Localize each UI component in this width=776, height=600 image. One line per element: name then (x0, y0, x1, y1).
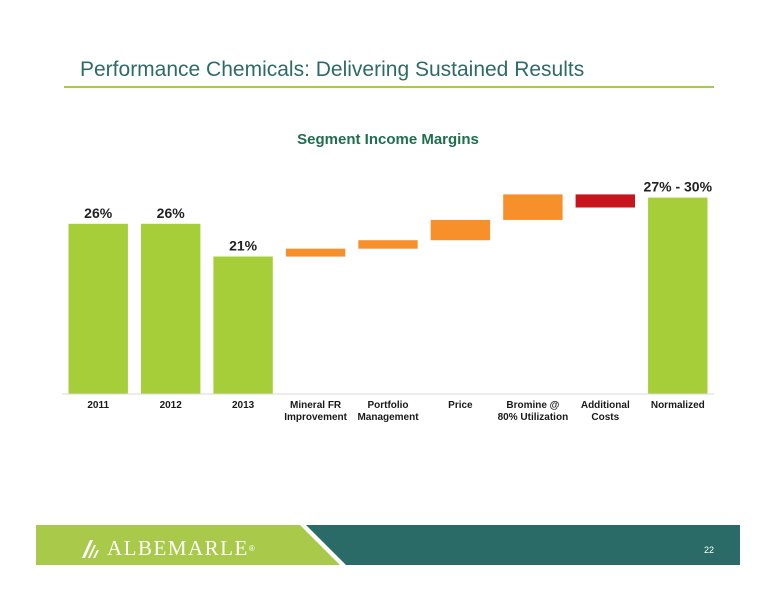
data-label-0: 26% (84, 205, 113, 221)
title-divider (64, 86, 714, 88)
data-label-8: 27% - 30% (644, 179, 713, 195)
labels-layer: 26% 26% 21% 27% - 30% (84, 179, 712, 254)
x-tick-label-2: 2013 (232, 400, 255, 411)
albemarle-logo: ALBEMARLE ® (80, 536, 255, 560)
x-tick-label-6: Bromine @80% Utilization (498, 400, 569, 423)
footer-teal-band (304, 525, 740, 565)
bars-layer (68, 194, 708, 394)
chart-title: Segment Income Margins (297, 131, 479, 148)
bar-2 (213, 256, 273, 394)
x-tick-label-3: Mineral FR Improvement (284, 400, 347, 423)
data-label-1: 26% (157, 205, 186, 221)
x-tick-label-7: Additional Costs (581, 400, 630, 423)
x-tick-label-0: 2011 (87, 400, 109, 411)
bar-1 (141, 223, 201, 394)
x-tick-labels: 2011 2012 2013 Mineral FR Improvement Portfol… (87, 400, 704, 423)
bar-4 (358, 240, 418, 249)
slide-title: Performance Chemicals: Delivering Sustai… (80, 58, 585, 81)
logo-wordmark: ALBEMARLE (107, 535, 249, 560)
bar-3 (285, 248, 346, 257)
bar-5 (430, 219, 491, 241)
x-tick-label-8: Normalized (651, 400, 705, 411)
logo-registered-mark: ® (248, 543, 255, 553)
bar-8 (648, 197, 708, 394)
bar-0 (68, 223, 128, 394)
bar-7 (575, 194, 635, 208)
data-label-2: 21% (229, 238, 258, 254)
albemarle-mark-icon (82, 540, 99, 558)
x-tick-label-4: Portfolio Management (357, 400, 419, 423)
footer-divider-stripe (300, 525, 346, 565)
bar-6 (503, 194, 563, 220)
page-number: 22 (704, 545, 715, 555)
footer-band (36, 525, 740, 565)
x-tick-label-5: Price (448, 400, 473, 411)
footer-green-band (36, 525, 344, 565)
waterfall-chart: 26% 26% 21% 27% - 30% 2011 2012 2013 Mineral F… (62, 179, 714, 423)
x-tick-label-1: 2012 (160, 400, 183, 411)
